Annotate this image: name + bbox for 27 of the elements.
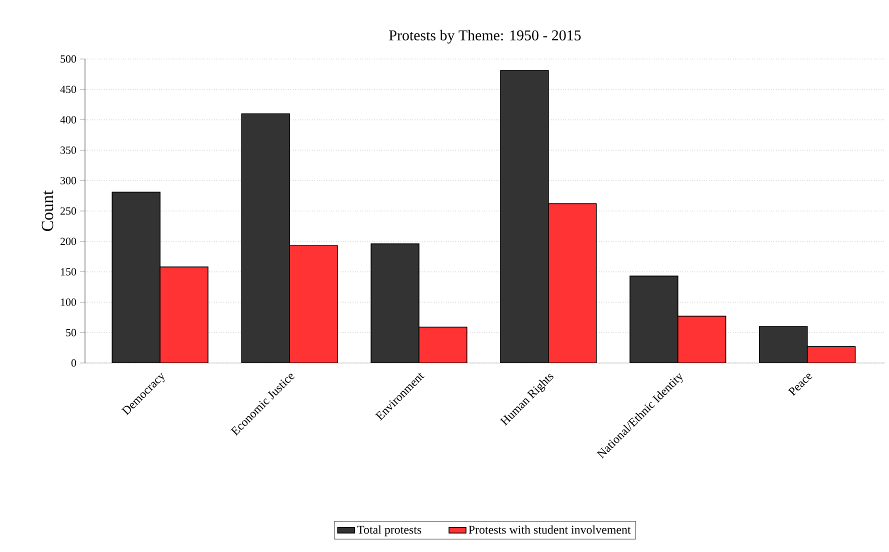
bar [806, 346, 856, 363]
y-tick-label: 500 [60, 55, 76, 63]
y-tick-label: 150 [61, 268, 76, 276]
bar [289, 245, 338, 363]
bar [370, 243, 420, 363]
y-tick-label: 300 [60, 176, 76, 184]
y-tick-label: 250 [60, 207, 76, 215]
y-tick-label: 0 [71, 359, 76, 367]
chart-title: Protests by Theme: 1950 - 2015 [389, 30, 581, 44]
legend-label: Total protests [357, 525, 422, 536]
y-tick-label: 350 [60, 146, 76, 154]
bar [241, 113, 290, 363]
bar [112, 192, 160, 363]
bar [759, 326, 808, 363]
bar [677, 316, 726, 363]
bar [630, 276, 678, 363]
y-tick-label: 100 [61, 298, 76, 306]
bar [418, 326, 468, 363]
y-tick-label: 50 [66, 328, 76, 336]
bar [160, 266, 208, 363]
y-tick-label: 200 [60, 238, 76, 246]
y-tick-label: 400 [60, 116, 76, 124]
bar [548, 203, 597, 363]
legend-label: Protests with student involvement [468, 525, 631, 534]
bar [500, 70, 549, 363]
y-tick-label: 450 [60, 86, 76, 94]
y-axis-title: Count [42, 190, 54, 232]
